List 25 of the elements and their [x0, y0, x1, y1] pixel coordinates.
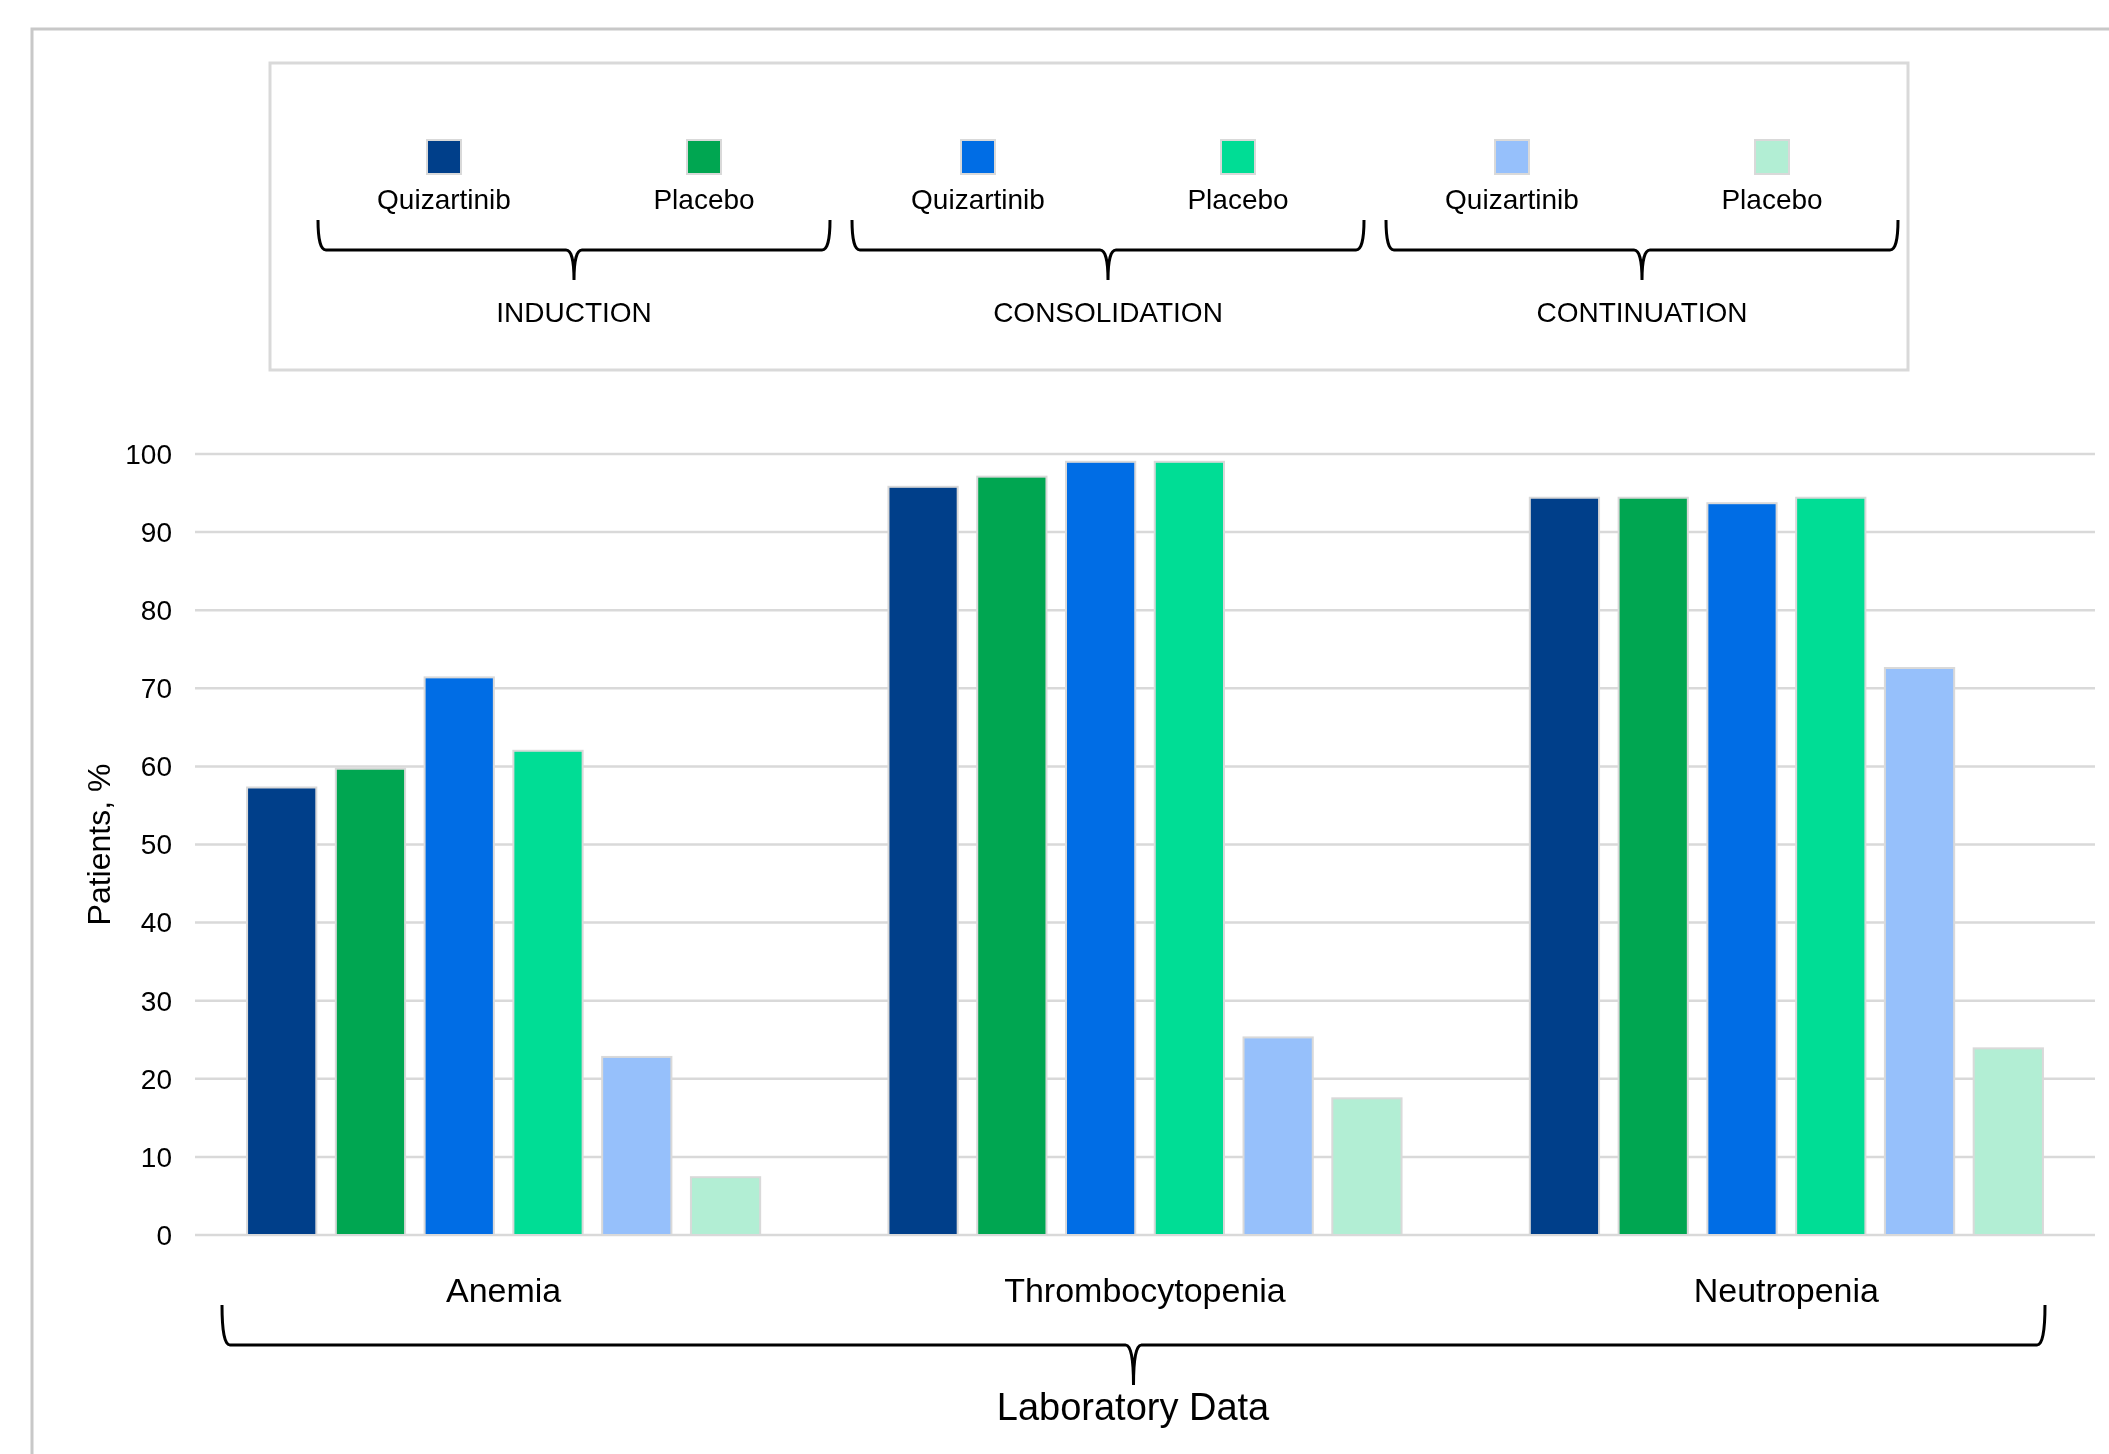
y-tick-label: 70 — [140, 673, 172, 705]
text: CONTINUATION — [1536, 297, 1748, 328]
legend-label: Quizartinib — [911, 184, 1045, 215]
y-tick-label: 90 — [140, 516, 172, 548]
legend-label: Placebo — [653, 184, 755, 215]
legend-label: Placebo — [1187, 184, 1289, 215]
legend-label: Placebo — [1721, 184, 1823, 215]
y-tick-label: 80 — [140, 595, 172, 626]
y-tick-label: 60 — [140, 751, 172, 783]
y-tick-label: 100 — [125, 438, 172, 470]
text: INDUCTION — [496, 297, 652, 328]
text: CONSOLIDATION — [993, 297, 1223, 328]
y-tick-label: 40 — [140, 907, 172, 939]
y-tick-label: 10 — [140, 1141, 172, 1173]
x-tick-label: Thrombocytopenia — [1004, 1271, 1286, 1309]
y-tick-label: 30 — [140, 985, 172, 1017]
y-axis-title: Patients, % — [81, 763, 117, 926]
legend-label: Quizartinib — [1445, 184, 1579, 215]
x-tick-label: Anemia — [445, 1271, 562, 1309]
legend-label: Quizartinib — [377, 184, 511, 215]
x-tick-label: Neutropenia — [1693, 1271, 1880, 1309]
x-axis-title: Laboratory Data — [996, 1386, 1271, 1428]
y-tick-label: 50 — [140, 829, 172, 861]
y-tick-label: 0 — [156, 1219, 172, 1251]
y-tick-label: 20 — [140, 1063, 172, 1095]
